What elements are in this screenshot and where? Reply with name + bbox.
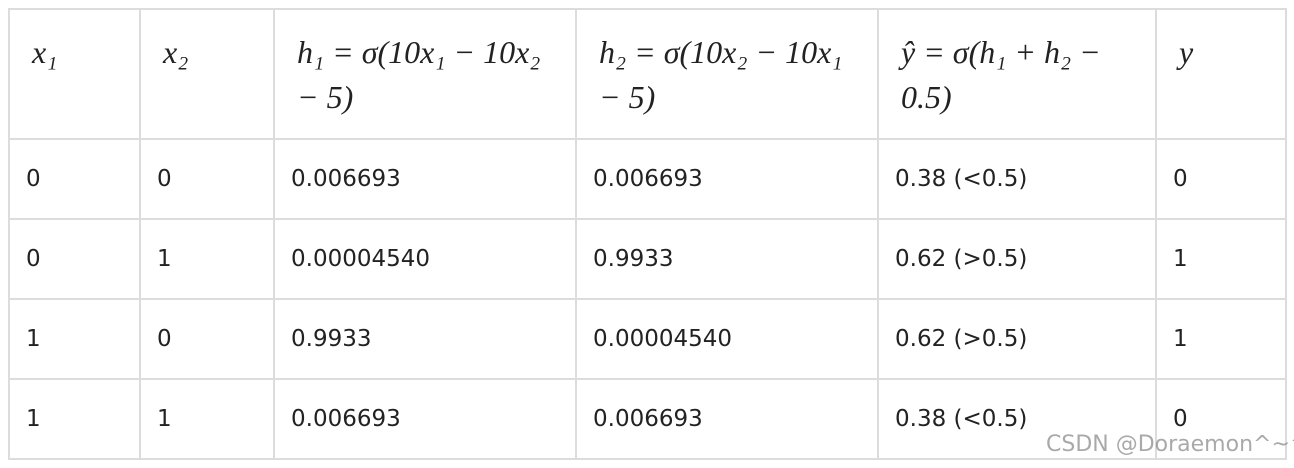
table-cell: 0.006693: [575, 138, 879, 220]
header-row: x₁ x₂ h₁ = σ(10x₁ − 10x₂ − 5) h₂ = σ(10x₂ −…: [8, 8, 1287, 140]
table-row: 0 1 0.00004540 0.9933 0.62 (>0.5) 1: [8, 218, 1287, 300]
header-cell: h₂ = σ(10x₂ − 10x₁ − 5): [575, 8, 879, 140]
table-cell: 0.38 (<0.5): [877, 378, 1157, 460]
header-cell: ŷ = σ(h₁ + h₂ − 0.5): [877, 8, 1157, 140]
table-cell: 0: [1155, 138, 1287, 220]
table-cell: 0.62 (>0.5): [877, 218, 1157, 300]
table-cell: 0: [8, 138, 141, 220]
table-cell: 1: [8, 298, 141, 380]
table-cell: 0.006693: [273, 138, 577, 220]
header-cell: x₂: [139, 8, 275, 140]
table-cell: 0.62 (>0.5): [877, 298, 1157, 380]
table-cell: 1: [1155, 298, 1287, 380]
table-row: 0 0 0.006693 0.006693 0.38 (<0.5) 0: [8, 138, 1287, 220]
table-cell: 1: [8, 378, 141, 460]
table-cell: 0.00004540: [575, 298, 879, 380]
table-row: 1 1 0.006693 0.006693 0.38 (<0.5) 0: [8, 378, 1287, 460]
truth-table: x₁ x₂ h₁ = σ(10x₁ − 10x₂ − 5) h₂ = σ(10x₂ −…: [8, 8, 1287, 460]
table-cell: 1: [1155, 218, 1287, 300]
header-cell: x₁: [8, 8, 141, 140]
table-cell: 0.9933: [575, 218, 879, 300]
table-cell: 0.38 (<0.5): [877, 138, 1157, 220]
table-cell: 0.006693: [273, 378, 577, 460]
table-cell: 0: [139, 138, 275, 220]
header-cell: h₁ = σ(10x₁ − 10x₂ − 5): [273, 8, 577, 140]
table-row: 1 0 0.9933 0.00004540 0.62 (>0.5) 1: [8, 298, 1287, 380]
table-cell: 0: [8, 218, 141, 300]
table-cell: 0.9933: [273, 298, 577, 380]
table-cell: 1: [139, 218, 275, 300]
header-cell: y: [1155, 8, 1287, 140]
table-cell: 0: [139, 298, 275, 380]
table-cell: 0.006693: [575, 378, 879, 460]
watermark: CSDN @Doraemon^~^: [1046, 432, 1294, 457]
table-cell: 0: [1155, 378, 1287, 460]
table-cell: 0.00004540: [273, 218, 577, 300]
table-cell: 1: [139, 378, 275, 460]
